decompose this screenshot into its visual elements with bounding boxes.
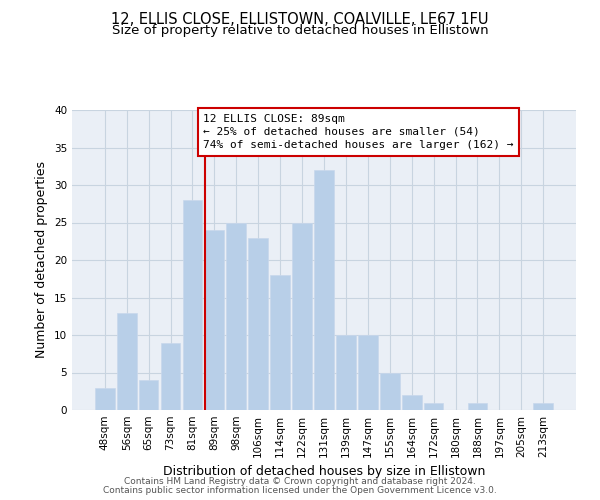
Text: Contains HM Land Registry data © Crown copyright and database right 2024.: Contains HM Land Registry data © Crown c… bbox=[124, 477, 476, 486]
Bar bbox=[270, 275, 290, 410]
Bar bbox=[380, 372, 400, 410]
Bar bbox=[358, 335, 378, 410]
Bar bbox=[161, 342, 181, 410]
Bar bbox=[205, 230, 224, 410]
Bar bbox=[292, 222, 312, 410]
Bar bbox=[139, 380, 158, 410]
Bar bbox=[226, 222, 246, 410]
Bar bbox=[182, 200, 202, 410]
Bar bbox=[533, 402, 553, 410]
Bar bbox=[467, 402, 487, 410]
Text: Contains public sector information licensed under the Open Government Licence v3: Contains public sector information licen… bbox=[103, 486, 497, 495]
Bar bbox=[402, 395, 422, 410]
Bar bbox=[117, 312, 137, 410]
Bar bbox=[248, 238, 268, 410]
Bar bbox=[314, 170, 334, 410]
Text: Size of property relative to detached houses in Ellistown: Size of property relative to detached ho… bbox=[112, 24, 488, 37]
Y-axis label: Number of detached properties: Number of detached properties bbox=[35, 162, 49, 358]
Bar bbox=[95, 388, 115, 410]
Bar bbox=[424, 402, 443, 410]
Text: 12, ELLIS CLOSE, ELLISTOWN, COALVILLE, LE67 1FU: 12, ELLIS CLOSE, ELLISTOWN, COALVILLE, L… bbox=[111, 12, 489, 28]
Bar bbox=[336, 335, 356, 410]
X-axis label: Distribution of detached houses by size in Ellistown: Distribution of detached houses by size … bbox=[163, 466, 485, 478]
Text: 12 ELLIS CLOSE: 89sqm
← 25% of detached houses are smaller (54)
74% of semi-deta: 12 ELLIS CLOSE: 89sqm ← 25% of detached … bbox=[203, 114, 514, 150]
